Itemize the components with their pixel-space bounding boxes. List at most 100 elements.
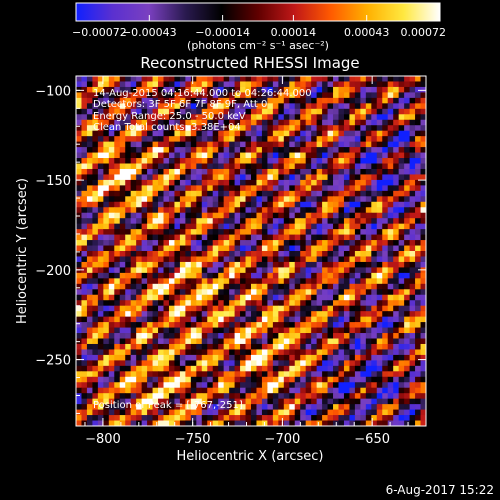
heatmap-cell bbox=[311, 398, 318, 405]
heatmap-cell bbox=[103, 333, 110, 339]
heatmap-cell bbox=[393, 234, 400, 241]
heatmap-cell bbox=[300, 333, 307, 339]
heatmap-cell bbox=[76, 305, 82, 312]
heatmap-cell bbox=[119, 300, 126, 307]
heatmap-cell bbox=[125, 267, 132, 274]
heatmap-cell bbox=[322, 179, 328, 186]
heatmap-cell bbox=[305, 152, 312, 159]
heatmap-cell bbox=[141, 316, 148, 323]
heatmap-cell bbox=[218, 311, 225, 318]
heatmap-cell bbox=[338, 201, 345, 208]
heatmap-cell bbox=[92, 354, 99, 361]
heatmap-cell bbox=[398, 97, 405, 104]
heatmap-cell bbox=[141, 382, 148, 389]
heatmap-cell bbox=[97, 333, 104, 339]
heatmap-cell bbox=[163, 420, 170, 427]
heatmap-cell bbox=[283, 179, 290, 186]
heatmap-cell bbox=[201, 349, 208, 356]
heatmap-cell bbox=[76, 207, 82, 214]
heatmap-cell bbox=[190, 92, 197, 99]
heatmap-cell bbox=[174, 398, 181, 405]
heatmap-cell bbox=[376, 409, 383, 416]
heatmap-cell bbox=[283, 234, 290, 241]
heatmap-cell bbox=[415, 382, 421, 389]
heatmap-cell bbox=[267, 415, 274, 421]
heatmap-cell bbox=[141, 354, 148, 361]
heatmap-cell bbox=[86, 404, 93, 410]
heatmap-cell bbox=[229, 218, 235, 225]
heatmap-cell bbox=[76, 114, 82, 121]
heatmap-cell bbox=[163, 289, 170, 296]
heatmap-cell bbox=[398, 201, 405, 208]
heatmap-cell bbox=[218, 163, 225, 170]
heatmap-cell bbox=[300, 409, 307, 416]
heatmap-cell bbox=[338, 174, 345, 181]
heatmap-cell bbox=[316, 251, 323, 257]
heatmap-cell bbox=[103, 158, 110, 164]
heatmap-cell bbox=[201, 207, 208, 214]
heatmap-cell bbox=[103, 76, 110, 82]
heatmap-cell bbox=[147, 229, 153, 235]
heatmap-cell bbox=[223, 404, 230, 410]
heatmap-cell bbox=[409, 376, 416, 383]
heatmap-cell bbox=[300, 322, 307, 328]
heatmap-cell bbox=[404, 409, 410, 416]
heatmap-cell bbox=[272, 158, 279, 164]
heatmap-cell bbox=[212, 382, 219, 389]
heatmap-cell bbox=[289, 415, 296, 421]
heatmap-cell bbox=[92, 108, 99, 115]
heatmap-cell bbox=[371, 256, 378, 263]
heatmap-cell bbox=[278, 130, 285, 137]
heatmap-cell bbox=[327, 316, 334, 323]
heatmap-cell bbox=[114, 251, 121, 257]
heatmap-cell bbox=[92, 272, 99, 279]
heatmap-cell bbox=[179, 212, 186, 219]
heatmap-cell bbox=[420, 147, 427, 153]
heatmap-cell bbox=[371, 409, 378, 416]
heatmap-cell bbox=[267, 196, 274, 203]
heatmap-cell bbox=[251, 81, 257, 88]
heatmap-cell bbox=[398, 130, 405, 137]
heatmap-cell bbox=[119, 196, 126, 203]
heatmap-cell bbox=[201, 251, 208, 257]
heatmap-cell bbox=[333, 272, 339, 279]
heatmap-cell bbox=[251, 234, 257, 241]
heatmap-cell bbox=[278, 251, 285, 257]
heatmap-cell bbox=[283, 409, 290, 416]
heatmap-cell bbox=[256, 371, 263, 378]
heatmap-cell bbox=[196, 343, 203, 350]
heatmap-cell bbox=[311, 387, 318, 394]
heatmap-cell bbox=[261, 251, 268, 257]
heatmap-cell bbox=[278, 229, 285, 235]
heatmap-cell bbox=[415, 223, 421, 230]
heatmap-cell bbox=[409, 415, 416, 421]
heatmap-cell bbox=[108, 327, 115, 334]
heatmap-cell bbox=[179, 289, 186, 296]
heatmap-cell bbox=[130, 409, 137, 416]
heatmap-cell bbox=[196, 267, 203, 274]
heatmap-cell bbox=[212, 76, 219, 82]
heatmap-cell bbox=[294, 168, 301, 175]
heatmap-cell bbox=[251, 125, 257, 132]
heatmap-cell bbox=[141, 174, 148, 181]
heatmap-cell bbox=[272, 322, 279, 328]
heatmap-cell bbox=[179, 97, 186, 104]
heatmap-cell bbox=[76, 76, 82, 82]
heatmap-cell bbox=[136, 179, 143, 186]
heatmap-cell bbox=[354, 393, 361, 400]
heatmap-cell bbox=[333, 398, 339, 405]
heatmap-cell bbox=[349, 409, 356, 416]
heatmap-cell bbox=[119, 229, 126, 235]
heatmap-cell bbox=[343, 387, 350, 394]
heatmap-cell bbox=[179, 196, 186, 203]
heatmap-cell bbox=[272, 316, 279, 323]
heatmap-cell bbox=[103, 382, 110, 389]
heatmap-cell bbox=[179, 382, 186, 389]
heatmap-cell bbox=[119, 251, 126, 257]
heatmap-cell bbox=[136, 354, 143, 361]
heatmap-cell bbox=[349, 333, 356, 339]
heatmap-cell bbox=[125, 92, 132, 99]
heatmap-cell bbox=[141, 278, 148, 285]
heatmap-cell bbox=[415, 185, 421, 192]
heatmap-cell bbox=[349, 103, 356, 110]
